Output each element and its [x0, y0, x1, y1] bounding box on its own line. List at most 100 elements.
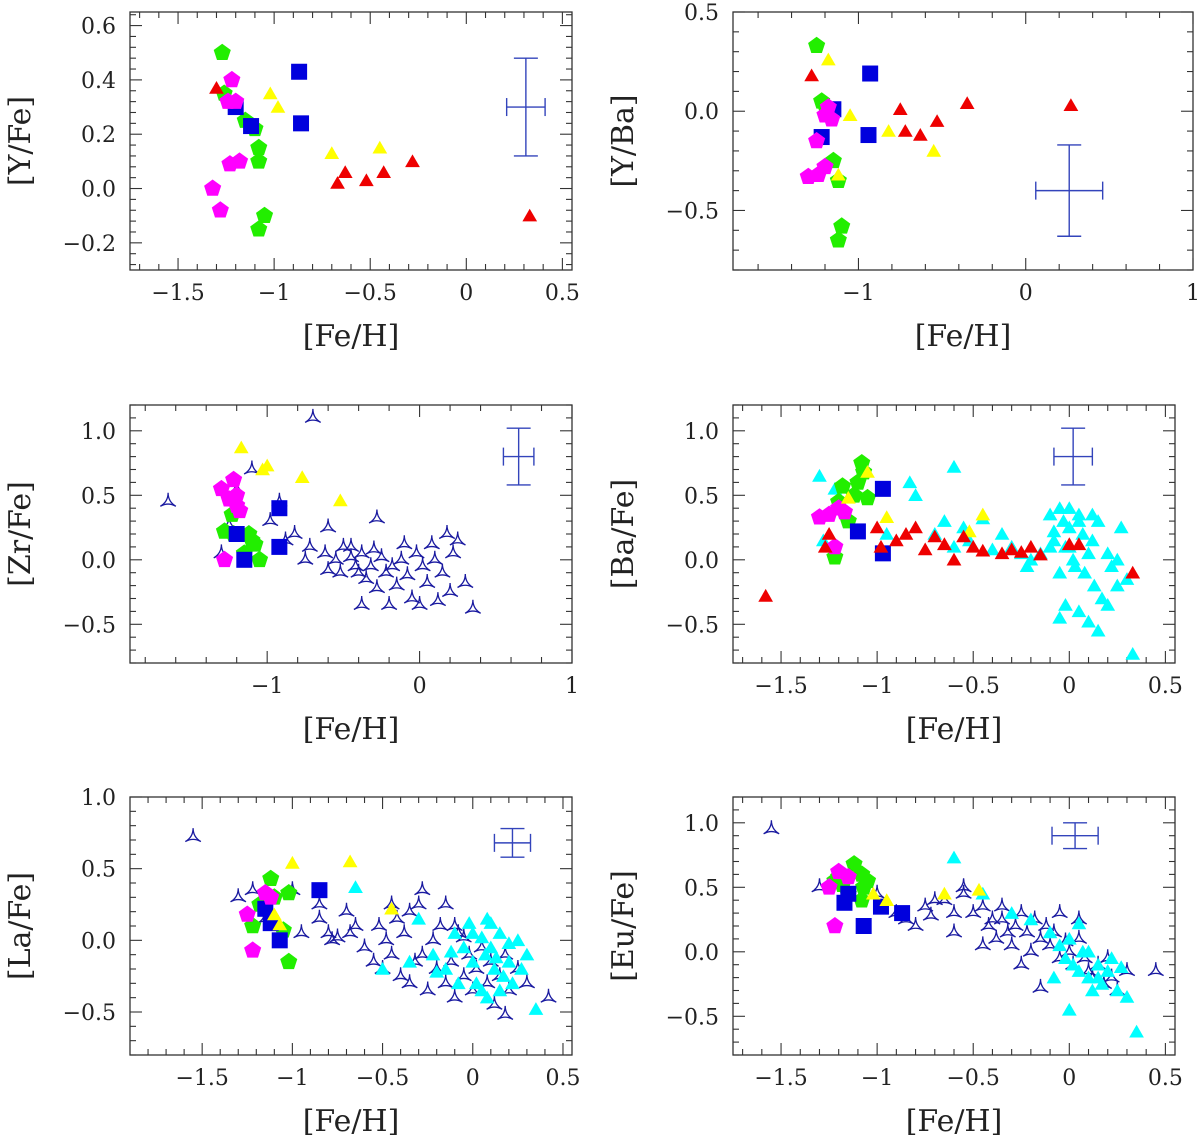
- data-point-red: [1125, 565, 1141, 579]
- data-point-cyan: [1056, 514, 1071, 527]
- x-tick-label: 0.5: [545, 1066, 580, 1091]
- data-point-red: [376, 165, 391, 178]
- data-point-literature: [384, 557, 401, 572]
- data-point-literature: [419, 573, 436, 589]
- data-point-magenta: [211, 201, 229, 218]
- data-point-yellow: [842, 108, 858, 121]
- data-point-literature: [1038, 916, 1055, 932]
- data-point-blue: [271, 538, 288, 555]
- data-point-blue: [257, 900, 274, 917]
- data-point-cyan: [1086, 578, 1102, 592]
- data-point-cyan: [816, 533, 831, 547]
- data-point-yellow: [975, 507, 991, 521]
- data-point-blue: [271, 932, 288, 949]
- y-tick-label: −0.5: [666, 613, 719, 638]
- data-point-magenta: [204, 179, 222, 196]
- data-point-yellow: [294, 470, 310, 483]
- data-point-literature: [917, 897, 934, 912]
- data-point-literature: [342, 548, 360, 563]
- data-point-cyan: [1081, 546, 1096, 560]
- data-point-literature: [922, 906, 940, 921]
- x-tick-label: 0.5: [545, 281, 580, 306]
- data-point-cyan: [994, 527, 1010, 540]
- data-point-literature: [244, 881, 261, 896]
- data-point-magenta: [228, 486, 246, 503]
- data-point-literature: [1041, 936, 1059, 951]
- panel-y-ba: −1 0 1 −0.5 0.0 0.5 [Fe/H] [Y/Ba]: [606, 1, 1200, 354]
- y-tick-label: 1.0: [81, 786, 116, 811]
- data-point-cyan: [483, 940, 499, 954]
- data-point-cyan: [1061, 501, 1077, 514]
- data-point-magenta: [810, 508, 828, 525]
- data-point-cyan: [1100, 546, 1116, 560]
- data-point-red: [522, 208, 538, 222]
- data-point-yellow: [324, 146, 340, 159]
- data-point-cyan: [1042, 925, 1058, 939]
- data-point-cyan: [1090, 957, 1106, 971]
- data-point-literature: [1147, 962, 1164, 977]
- data-point-green: [250, 220, 268, 237]
- data-point-green: [845, 855, 863, 872]
- data-point-red: [337, 165, 353, 178]
- data-point-yellow: [272, 917, 288, 931]
- y-tick-label: −0.2: [63, 232, 116, 257]
- data-point-literature: [396, 924, 413, 939]
- data-point-literature: [1061, 942, 1078, 957]
- panel-y-fe: −1.5 −1 −0.5 0 0.5 −0.2 0.0 0.2 0.4 0.6 [Fe/H] [Y/F…: [3, 11, 580, 354]
- data-point-literature: [347, 557, 364, 572]
- data-point-literature: [473, 938, 490, 953]
- y-axis-label: [La/Fe]: [3, 872, 38, 980]
- data-point-literature: [401, 902, 418, 917]
- data-point-literature: [1022, 942, 1040, 957]
- data-point-literature: [926, 891, 943, 906]
- data-point-cyan: [487, 962, 502, 975]
- error-bar: [502, 427, 535, 486]
- data-point-cyan: [1104, 559, 1119, 572]
- data-point-green: [834, 477, 852, 494]
- data-point-literature: [980, 916, 997, 932]
- data-point-cyan: [1077, 565, 1092, 579]
- data-point-literature: [419, 981, 436, 996]
- error-bar: [493, 827, 532, 858]
- data-point-magenta: [238, 905, 256, 922]
- panel-la-fe: −1.5 −1 −0.5 0 0.5 −0.5 0.0 0.5 1.0 [Fe/H] [La/Fe]: [3, 786, 580, 1139]
- data-point-cyan: [1061, 1002, 1077, 1016]
- x-tick-label: −1: [276, 1066, 308, 1091]
- data-point-cyan: [1065, 957, 1081, 971]
- data-point-green: [256, 206, 274, 223]
- y-axis-label: [Y/Fe]: [3, 96, 38, 186]
- data-point-cyan: [1019, 559, 1035, 572]
- y-tick-label: 0.0: [684, 100, 719, 125]
- data-point-yellow: [259, 458, 275, 472]
- data-point-red: [889, 533, 904, 547]
- data-point-green: [243, 531, 261, 548]
- data-point-literature: [320, 924, 337, 939]
- data-point-magenta: [839, 868, 857, 885]
- data-point-literature: [406, 952, 424, 967]
- data-point-literature: [1018, 923, 1036, 938]
- data-point-literature: [945, 904, 963, 919]
- data-point-blue: [860, 127, 877, 144]
- x-tick-label: −0.5: [356, 1066, 409, 1091]
- data-point-yellow: [384, 901, 399, 915]
- data-point-yellow: [881, 124, 896, 137]
- y-tick-label: 1.0: [81, 420, 116, 445]
- data-points: [763, 820, 1164, 1038]
- data-point-cyan: [1071, 514, 1087, 527]
- data-point-green: [833, 217, 851, 234]
- data-point-magenta: [262, 888, 280, 905]
- y-tick-label: 0.0: [81, 549, 116, 574]
- data-point-cyan: [1090, 514, 1106, 527]
- data-point-cyan: [1071, 964, 1087, 977]
- data-point-cyan: [1042, 507, 1058, 521]
- data-point-red: [994, 546, 1010, 560]
- data-point-red: [1033, 547, 1048, 561]
- data-point-cyan: [1110, 983, 1125, 997]
- data-point-cyan: [902, 475, 918, 489]
- data-points: [204, 43, 538, 237]
- data-point-red: [330, 176, 345, 189]
- data-point-red: [869, 520, 885, 534]
- data-point-red: [804, 68, 819, 82]
- data-point-cyan: [1071, 916, 1087, 930]
